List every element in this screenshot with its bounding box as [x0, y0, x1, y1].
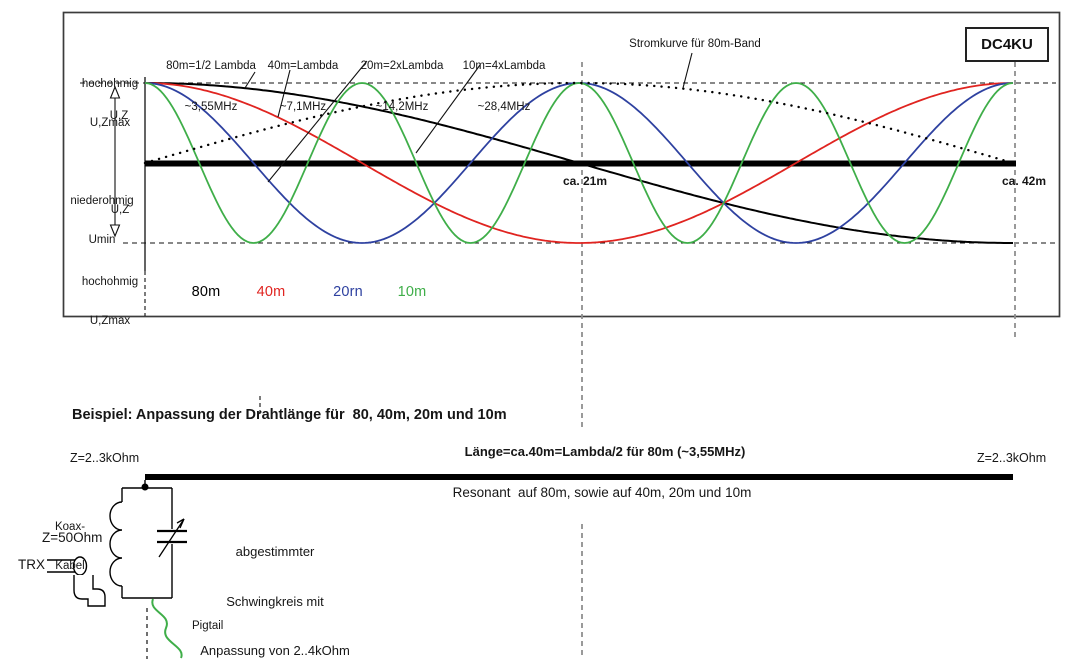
koax-impedance-label: Z=50Ohm	[42, 530, 103, 545]
axis-label-uz-lower: U,Z	[110, 204, 130, 216]
axis-label-niederohmig: niederohmig Umin	[70, 169, 133, 273]
band-label-80m-name: 80m=1/2 Lambda	[166, 60, 256, 72]
legend-item-10m: 10m	[397, 284, 427, 300]
legend-item-40m: 40m	[256, 284, 286, 300]
circuit-note-line3: Anpassung von 2..4kOhm	[200, 643, 350, 658]
circuit-note: abgestimmter Schwingkreis mit Anpassung …	[200, 511, 350, 659]
circuit-note-line1: abgestimmter	[235, 544, 315, 559]
example-wire-length-label: Länge=ca.40m=Lambda/2 für 80m (~3,55MHz)	[464, 444, 746, 459]
standing-wave-curves	[143, 81, 1015, 244]
pigtail-label: Pigtail	[192, 620, 224, 632]
inductor-coil	[109, 501, 123, 587]
resonant-note: Resonant auf 80m, sowie auf 40m, 20m und…	[452, 485, 752, 500]
matching-circuit	[109, 480, 187, 599]
leader-lines	[244, 52, 693, 183]
band-label-40m-freq: ~7,1MHz	[279, 100, 327, 113]
variable-capacitor-arrow	[158, 518, 185, 558]
hochohmig-bottom-line2: U,Zmax	[89, 315, 131, 327]
chart-frame	[62, 11, 1061, 318]
curve-80m	[145, 82, 1013, 244]
author-badge: DC4KU	[965, 27, 1049, 62]
y-axis	[109, 77, 146, 316]
hochohmig-bottom-line1: hochohmig	[81, 276, 139, 288]
impedance-label-left: Z=2..3kOhm	[70, 451, 140, 465]
feedpoint-node	[141, 483, 149, 491]
band-label-10m: 10m=4xLambda ~28,4MHz	[463, 33, 546, 141]
niederohmig-line2: Umin	[88, 234, 116, 246]
band-label-80m-freq: ~3,55MHz	[184, 100, 238, 113]
band-label-20m-name: 20m=2xLambda	[360, 60, 444, 72]
trx-label: TRX	[18, 557, 45, 572]
axis-label-hochohmig-bottom: hochohmig U,Zmax	[82, 250, 138, 354]
pigtail-wire	[151, 598, 183, 659]
stromkurve-label: Stromkurve für 80m-Band	[629, 38, 761, 50]
niederohmig-line1: niederohmig	[70, 195, 134, 207]
coax-connector	[47, 556, 106, 607]
wire-mark-42m: ca. 42m	[1001, 174, 1047, 188]
curve-10m	[144, 82, 1014, 244]
circuit-note-line2: Schwingkreis mit	[226, 593, 324, 609]
hochohmig-top-line2: U,Zmax	[89, 117, 131, 129]
koax-kabel-label: Koax- Kabel	[55, 495, 85, 599]
hochohmig-top-line1: hochohmig	[81, 78, 139, 90]
curve-40m	[145, 82, 1013, 244]
impedance-label-right: Z=2..3kOhm	[977, 451, 1047, 465]
band-label-20m-freq: ~14,2MHz	[375, 100, 429, 113]
koax-line1: Koax-	[54, 521, 86, 533]
band-label-10m-freq: ~28,4MHz	[477, 100, 531, 113]
legend-item-80m: 80m	[191, 284, 221, 300]
length-marker-lines	[581, 62, 1016, 659]
wire-mark-21m: ca. 21m	[562, 174, 608, 188]
band-label-80m: 80m=1/2 Lambda ~3,55MHz	[166, 33, 256, 141]
band-label-20m: 20m=2xLambda ~14,2MHz	[361, 33, 444, 141]
band-label-10m-name: 10m=4xLambda	[462, 60, 546, 72]
axis-label-hochohmig-top: hochohmig U,Zmax	[82, 52, 138, 156]
legend-item-20m: 20rn	[333, 284, 363, 300]
example-heading: Beispiel: Anpassung der Drahtlänge für 8…	[72, 407, 507, 423]
axis-label-uz-upper: U,Z	[109, 110, 129, 122]
band-label-40m-name: 40m=Lambda	[267, 60, 339, 72]
band-label-40m: 40m=Lambda ~7,1MHz	[268, 33, 339, 141]
koax-line2: Kabel	[55, 560, 85, 572]
